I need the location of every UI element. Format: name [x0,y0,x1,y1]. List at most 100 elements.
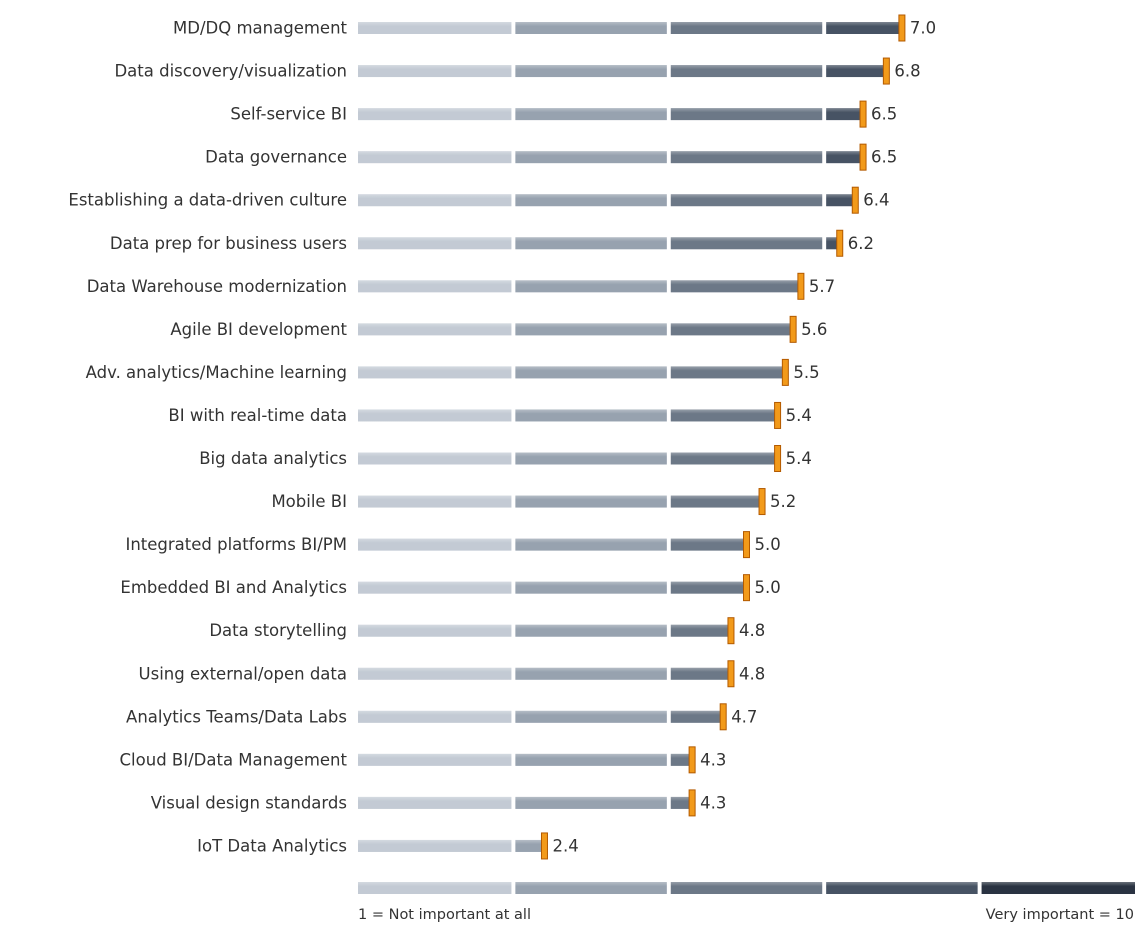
bar-segment-base [358,280,512,293]
category-label: IoT Data Analytics [197,836,347,855]
bar [358,409,778,422]
bar [358,151,864,164]
bar-segment-base [358,796,512,809]
bar-segment [826,882,978,894]
bar-segment-base [515,452,667,465]
bar-segment-base [358,581,512,594]
bar-segment [670,796,693,809]
category-label: Big data analytics [199,449,347,468]
bar-segment [670,538,747,551]
bar-segment-base [515,624,667,637]
value-label: 6.5 [871,148,897,167]
bar-segment [515,710,667,723]
bar-segment-base [515,753,667,766]
bar-segment-base [515,495,667,508]
bar-segment [358,65,512,78]
bar-segment-base [515,22,667,34]
bar-segment-base [670,796,693,809]
bar-segment [358,108,512,121]
bar-segment [358,624,512,637]
bar-segment-base [358,323,512,336]
bar-segment [515,753,667,766]
bar [358,22,902,34]
value-marker [688,746,696,774]
bar-segment-base [358,108,512,121]
bar-segment-base [358,452,512,465]
bar-segment-base [670,452,778,465]
value-label: 4.8 [739,664,765,683]
bar-segment [670,194,823,207]
category-label: Analytics Teams/Data Labs [126,707,347,726]
bar-segment [358,495,512,508]
bar-segment [515,323,667,336]
bar-segment-base [358,409,512,422]
bar-segment [358,882,512,894]
bar-segment [670,710,724,723]
value-label: 4.3 [700,750,726,769]
bar [358,710,724,723]
category-label: Data storytelling [209,621,347,640]
value-marker [859,100,867,128]
value-label: 5.6 [801,320,827,339]
bar-segment-base [515,323,667,336]
bar-segment [670,151,823,164]
bar-segment-base [358,753,512,766]
value-marker [851,186,859,214]
bar-segment [358,753,512,766]
value-label: 4.8 [739,621,765,640]
bar-segment-base [515,65,667,78]
category-label: BI with real-time data [168,406,347,425]
category-label: Agile BI development [170,320,347,339]
bar-segment [670,624,731,637]
bar-segment [358,710,512,723]
bar-segment [670,495,763,508]
bar-segment [515,624,667,637]
value-marker [727,660,735,688]
bar-segment [670,667,731,680]
bar-segment-base [670,753,693,766]
value-marker [789,315,797,343]
bar-segment [515,796,667,809]
bar-segment-base [515,538,667,551]
bar-segment [670,452,778,465]
bar-segment [358,839,512,852]
bar-segment [515,194,667,207]
category-label: Adv. analytics/Machine learning [86,363,347,382]
bar-segment-base [515,151,667,164]
bar-segment [358,194,512,207]
bar-segment-base [515,710,667,723]
category-label: Visual design standards [151,793,347,812]
bar-segment-base [670,538,747,551]
bar-segment [670,65,823,78]
bar-segment-base [515,280,667,293]
bar-segment-base [670,280,801,293]
value-marker [719,703,727,731]
value-label: 5.7 [809,277,835,296]
bar-segment-base [670,495,763,508]
bar-segment [670,753,693,766]
bar [358,366,786,379]
bar-segment-base [515,667,667,680]
bar [358,237,840,250]
bar-segment-base [515,839,545,852]
value-label: 4.3 [700,793,726,812]
value-marker [859,143,867,171]
value-marker [774,445,782,472]
bar-segment-base [358,237,512,250]
bar-segment-base [515,366,667,379]
bar-segment [358,409,512,422]
category-label: Data prep for business users [110,234,347,253]
bar-segment-base [515,409,667,422]
bar-segment [358,366,512,379]
bar-segment-base [826,882,978,894]
value-marker [727,617,735,645]
bar-segment [515,839,545,852]
bar [358,538,747,551]
bar-segment-base [515,796,667,809]
bar-segment-base [670,710,724,723]
category-label: Cloud BI/Data Management [120,750,348,769]
bar [358,667,731,680]
value-label: 5.0 [755,535,781,554]
min-label: 1 = Not important at all [358,907,531,923]
